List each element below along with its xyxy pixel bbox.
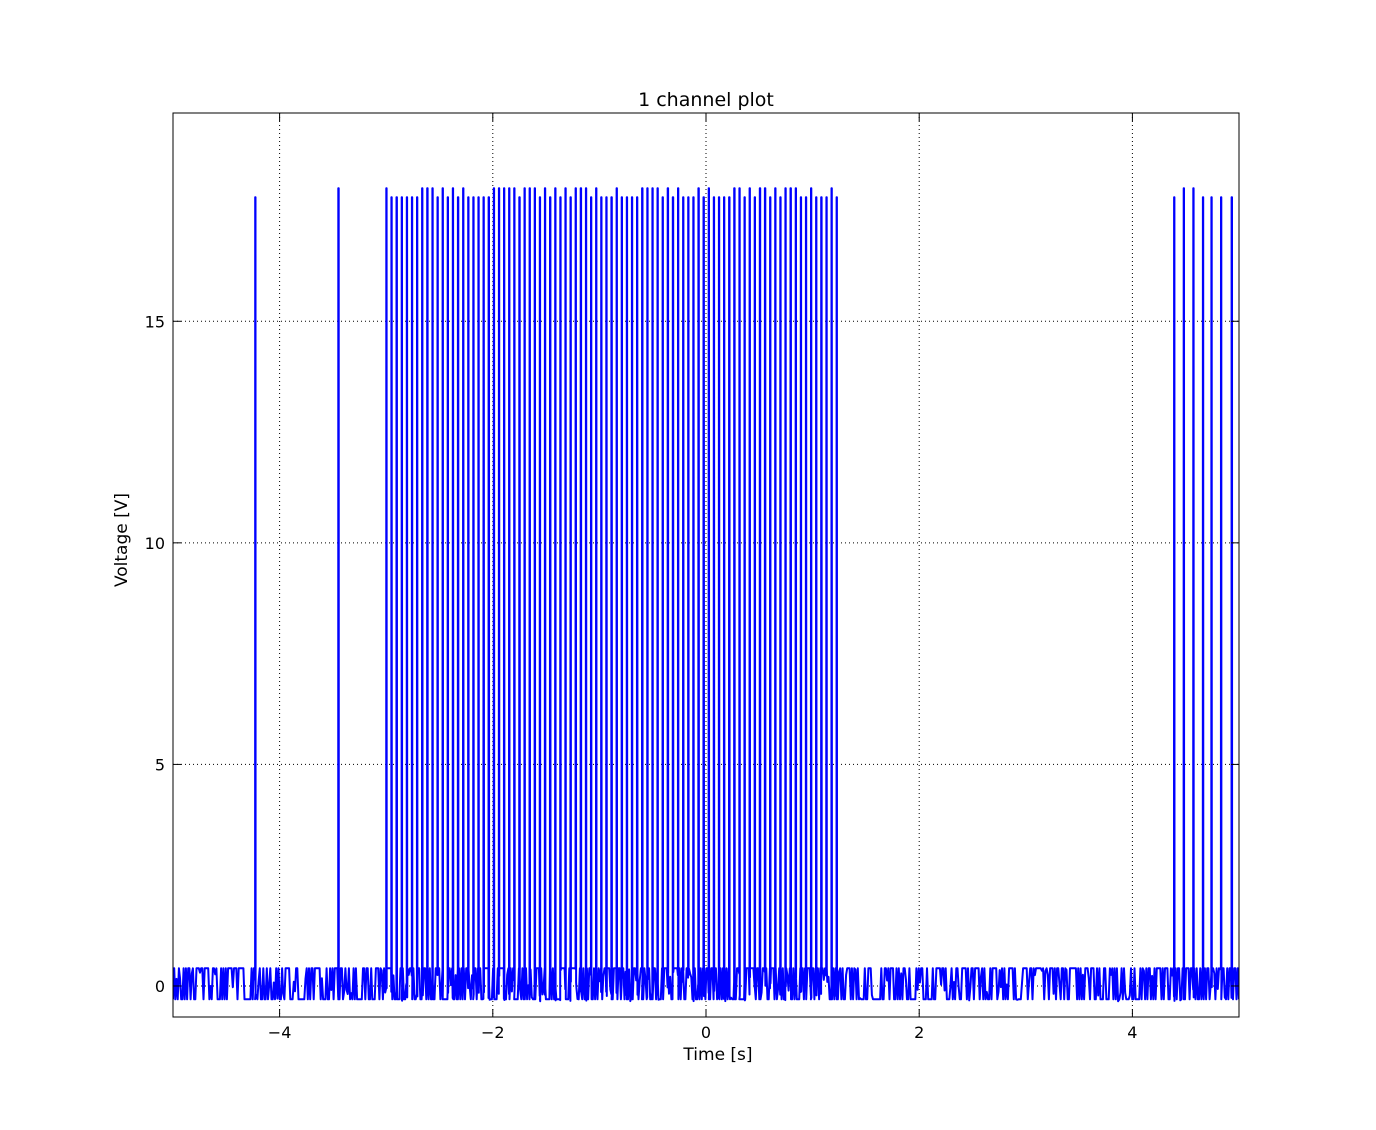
y-tick-label: 15 bbox=[145, 312, 165, 331]
y-tick-label: 5 bbox=[155, 755, 165, 774]
x-axis: −4 −2 0 2 4 bbox=[268, 113, 1137, 1042]
series-line-channel-1 bbox=[173, 187, 1239, 1003]
x-tick-label: −4 bbox=[268, 1023, 292, 1042]
x-tick-label: −2 bbox=[481, 1023, 505, 1042]
y-tick-label: 0 bbox=[155, 977, 165, 996]
y-axis: 0 5 10 15 bbox=[145, 312, 1239, 996]
x-tick-label: 2 bbox=[914, 1023, 924, 1042]
x-tick-label: 4 bbox=[1127, 1023, 1137, 1042]
y-axis-label: Voltage [V] bbox=[112, 493, 132, 587]
chart-title: 1 channel plot bbox=[638, 89, 774, 111]
x-tick-label: 0 bbox=[701, 1023, 711, 1042]
x-axis-label: Time [s] bbox=[682, 1045, 752, 1065]
y-tick-label: 10 bbox=[145, 534, 165, 553]
